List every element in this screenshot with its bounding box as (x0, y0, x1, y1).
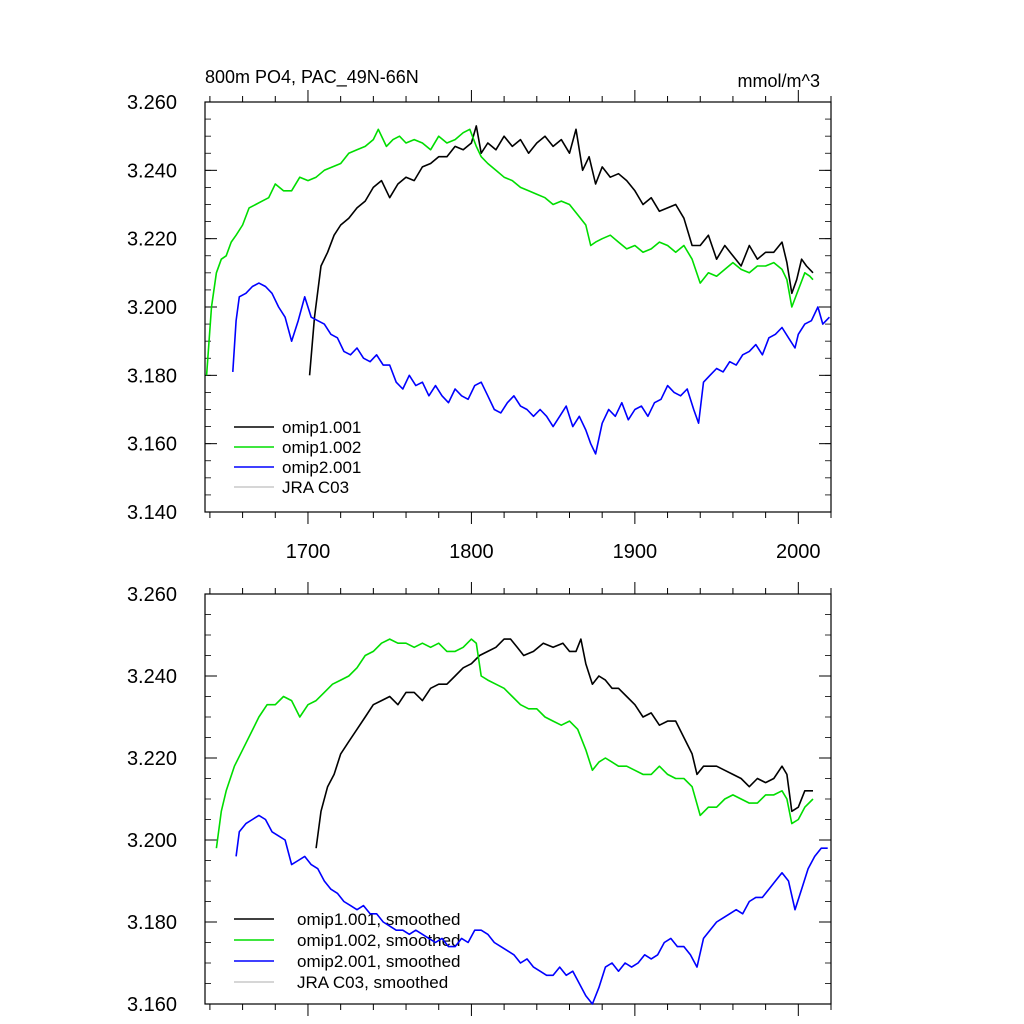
y-tick-label: 3.240 (127, 160, 177, 182)
y-tick-label: 3.180 (127, 912, 177, 934)
top-chart-panel: 3.140 3.160 3.180 3.200 3.220 3.240 3.260 1700 1… (127, 90, 832, 563)
y-tick-label: 3.260 (127, 92, 177, 114)
x-tick-label: 1700 (286, 541, 331, 563)
legend-label: JRA C03, smoothed (297, 973, 448, 992)
legend-label: JRA C03 (282, 478, 349, 497)
legend-label: omip1.001 (282, 418, 361, 437)
legend-label: omip1.002, smoothed (297, 931, 461, 950)
legend-label: omip2.001, smoothed (297, 952, 461, 971)
y-tick-label: 3.140 (127, 502, 177, 524)
series-line-2 (235, 814, 828, 1005)
y-tick-label: 3.220 (127, 229, 177, 251)
y-tick-label: 3.220 (127, 748, 177, 770)
legend-label: omip1.001, smoothed (297, 910, 461, 929)
y-tick-label: 3.240 (127, 666, 177, 688)
top-chart-title: 800m PO4, PAC_49N-66N (205, 67, 419, 88)
y-tick-label: 3.160 (127, 434, 177, 456)
series-line-1 (205, 128, 814, 376)
legend-label: omip1.002 (282, 438, 361, 457)
x-tick-label: 2000 (776, 541, 821, 563)
series-line-0 (308, 125, 814, 376)
series-line-1 (215, 638, 814, 849)
y-tick-label: 3.160 (127, 994, 177, 1016)
series-line-2 (232, 282, 830, 455)
top-chart-units: mmol/m^3 (738, 71, 820, 91)
x-tick-label: 1800 (449, 541, 494, 563)
y-tick-label: 3.200 (127, 830, 177, 852)
y-tick-label: 3.180 (127, 365, 177, 387)
series-line-0 (315, 638, 813, 849)
bottom-chart-panel: 3.160 3.180 3.200 3.220 3.240 3.260 omip1.001,… (127, 582, 832, 1016)
y-tick-label: 3.200 (127, 297, 177, 319)
legend-label: omip2.001 (282, 458, 361, 477)
y-tick-label: 3.260 (127, 584, 177, 606)
x-tick-label: 1900 (613, 541, 658, 563)
